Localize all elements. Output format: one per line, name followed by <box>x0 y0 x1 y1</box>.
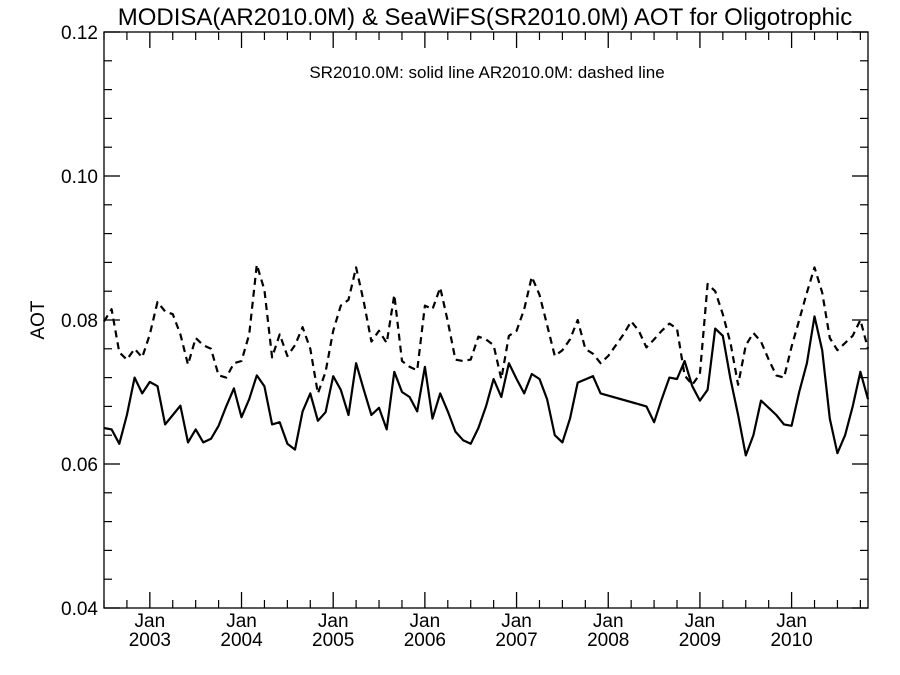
x-tick-month: Jan <box>410 611 441 632</box>
series-layer <box>103 263 870 457</box>
x-tick-year: 2010 <box>770 630 812 651</box>
plot-axes: 0.040.060.080.100.12Jan2003Jan2004Jan200… <box>61 23 868 651</box>
x-tick-year: 2005 <box>312 630 354 651</box>
x-tick-year: 2003 <box>129 630 171 651</box>
x-tick-month: Jan <box>318 611 349 632</box>
x-tick-month: Jan <box>593 611 624 632</box>
x-tick-year: 2009 <box>679 630 721 651</box>
y-tick-label: 0.04 <box>61 599 98 620</box>
x-tick-year: 2006 <box>404 630 446 651</box>
line-style-annotation: SR2010.0M: solid line AR2010.0M: dashed … <box>309 63 664 82</box>
y-tick-label: 0.12 <box>61 23 98 44</box>
x-tick-year: 2007 <box>495 630 537 651</box>
x-tick-month: Jan <box>226 611 257 632</box>
x-tick-year: 2008 <box>587 630 629 651</box>
y-axis-label: AOT <box>28 300 49 339</box>
dashed-series-line <box>103 263 870 395</box>
x-tick-month: Jan <box>501 611 532 632</box>
y-tick-label: 0.08 <box>61 311 98 332</box>
y-tick-label: 0.10 <box>61 167 98 188</box>
x-tick-year: 2004 <box>220 630 263 651</box>
chart-title: MODISA(AR2010.0M) & SeaWiFS(SR2010.0M) A… <box>118 4 852 31</box>
x-tick-month: Jan <box>776 611 807 632</box>
plot-frame <box>103 31 869 609</box>
x-tick-month: Jan <box>685 611 716 632</box>
x-tick-month: Jan <box>135 611 166 632</box>
solid-series-line <box>103 315 870 457</box>
y-tick-label: 0.06 <box>61 455 98 476</box>
